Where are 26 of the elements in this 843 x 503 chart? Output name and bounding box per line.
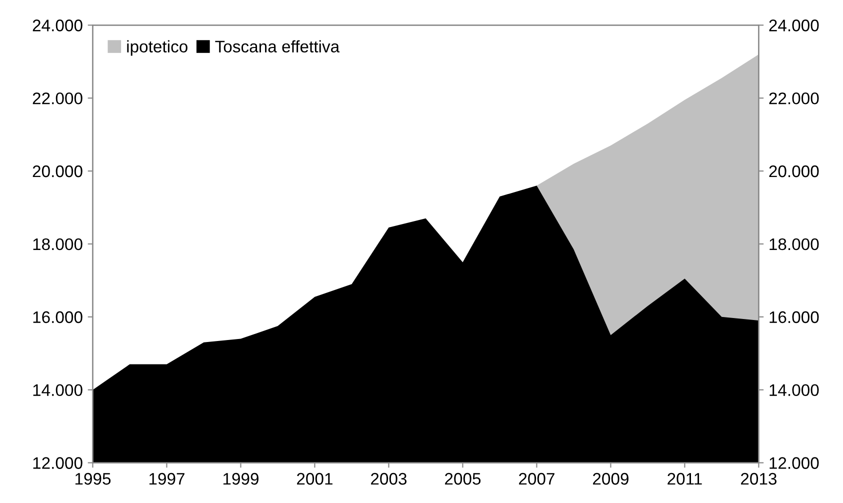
x-tick-label: 2003 xyxy=(371,472,407,485)
x-tick-label: 2013 xyxy=(741,472,777,485)
x-tick-label: 2009 xyxy=(593,472,628,485)
x-tick-label: 2007 xyxy=(519,472,554,485)
x-tick-label: 2005 xyxy=(445,472,481,485)
y-tick-label: 22.000 xyxy=(32,92,82,104)
y2-tick-label: 12.000 xyxy=(770,457,819,469)
x-tick-label: 1995 xyxy=(75,472,111,485)
x-tick-label: 2011 xyxy=(668,472,702,485)
x-tick-label: 2001 xyxy=(297,472,332,485)
y2-tick-label: 14.000 xyxy=(770,384,819,396)
y2-tick-label: 16.000 xyxy=(770,311,819,324)
y2-tick-label: 22.000 xyxy=(769,92,819,104)
x-tick-label: 1999 xyxy=(223,472,258,485)
y-tick-label: 12.000 xyxy=(33,457,82,469)
x-tick-label: 1997 xyxy=(149,472,184,485)
y2-tick-label: 20.000 xyxy=(769,165,819,178)
y-tick-label: 20.000 xyxy=(32,165,82,178)
y2-tick-label: 24.000 xyxy=(769,20,819,32)
y-tick-label: 18.000 xyxy=(33,238,82,250)
y-tick-label: 24.000 xyxy=(32,20,82,32)
y2-tick-label: 18.000 xyxy=(770,238,819,250)
legend-label: ipotetico xyxy=(127,40,188,56)
y-tick-label: 14.000 xyxy=(33,384,82,396)
legend-label: Toscana effettiva xyxy=(215,40,340,52)
y-tick-label: 16.000 xyxy=(33,311,82,324)
